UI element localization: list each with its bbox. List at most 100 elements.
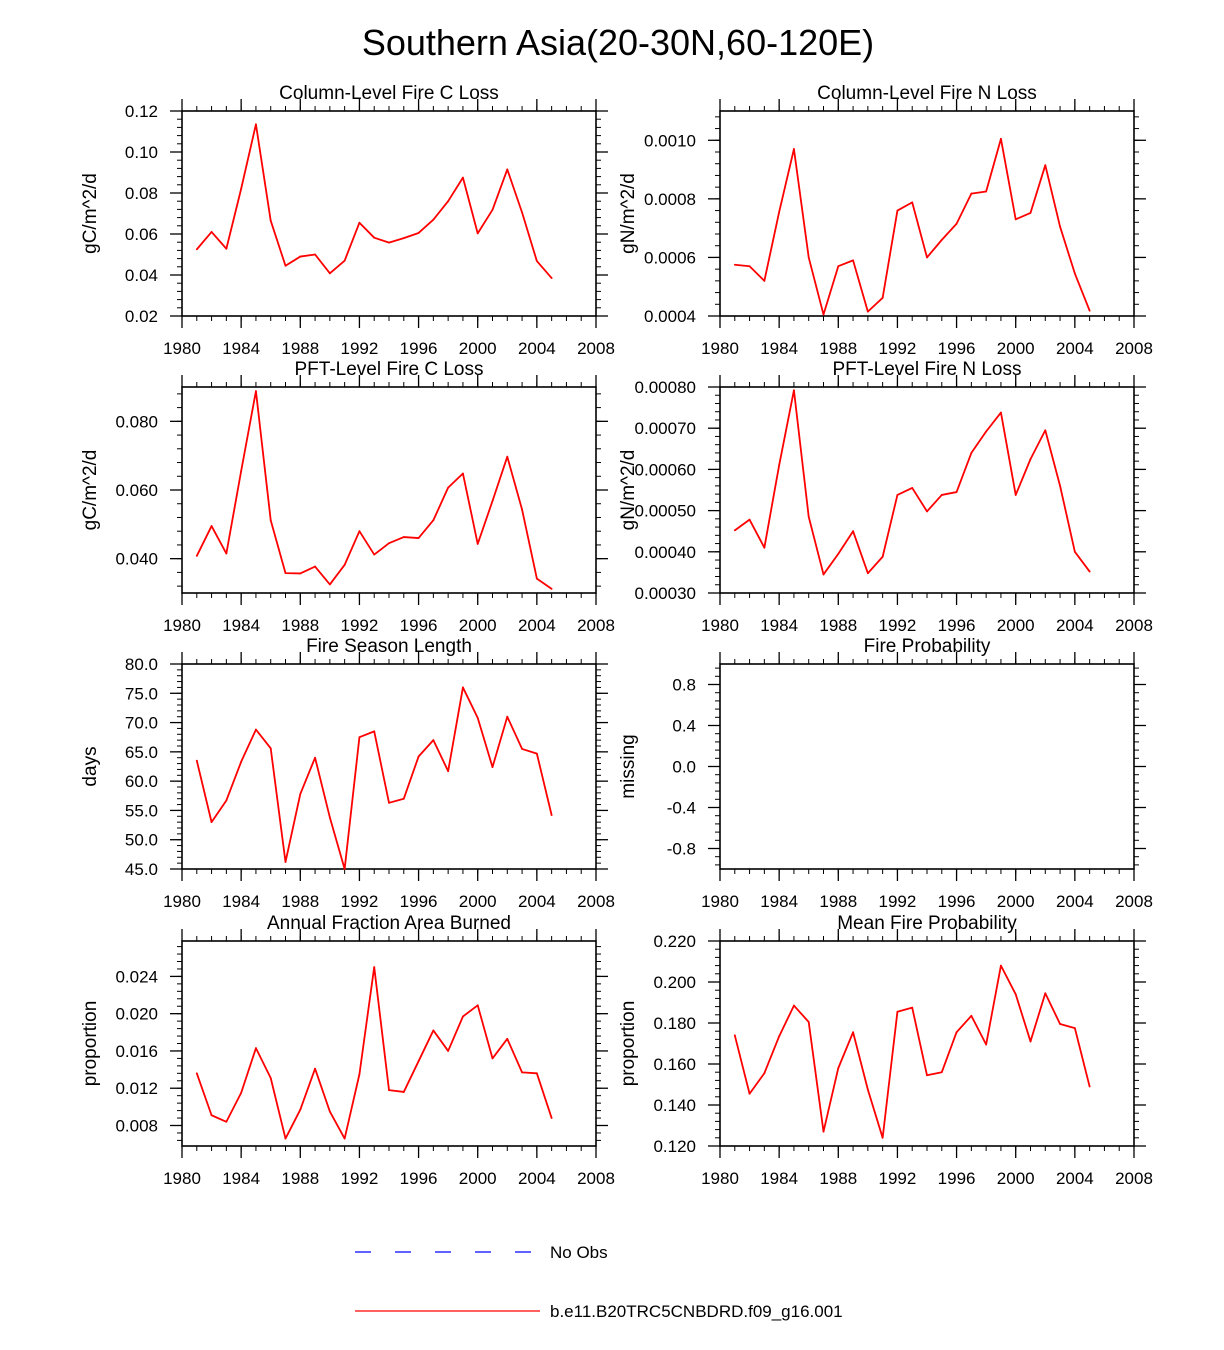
data-point	[284, 572, 287, 574]
y-tick-label: 0.8	[672, 676, 696, 695]
y-tick-label: 50.0	[125, 831, 158, 850]
data-point	[1000, 411, 1002, 414]
data-point	[432, 1029, 435, 1032]
data-point	[521, 508, 523, 511]
data-point	[402, 237, 405, 240]
x-tick-label: 1980	[701, 1169, 739, 1188]
data-point	[299, 255, 302, 258]
x-tick-label: 2008	[1115, 1169, 1153, 1188]
y-tick-label: 45.0	[125, 860, 158, 879]
series-line	[195, 686, 553, 870]
data-point	[476, 543, 479, 545]
y-tick-label: 0.4	[672, 717, 696, 736]
data-point	[343, 1137, 346, 1140]
y-tick-label: 65.0	[125, 743, 158, 762]
x-tick-label: 2008	[577, 339, 615, 358]
data-point	[521, 748, 523, 750]
y-tick-label: 0.12	[125, 102, 158, 121]
data-point	[432, 218, 435, 221]
plot-frame	[719, 386, 1135, 594]
data-point	[778, 211, 781, 213]
panel-4: PFT-Level Fire N Loss 1980 1984 1988 1992 199…	[618, 359, 1153, 635]
x-tick-label: 2004	[1056, 339, 1094, 358]
data-point	[506, 1037, 509, 1040]
y-tick-label: 0.04	[125, 266, 158, 285]
data-point	[462, 686, 464, 689]
data-point	[358, 736, 361, 739]
series-line	[195, 966, 553, 1140]
y-tick-label: 0.00070	[635, 419, 696, 438]
data-point	[852, 1031, 854, 1034]
data-point	[476, 1004, 479, 1007]
data-point	[240, 760, 243, 763]
data-point	[225, 1120, 228, 1123]
data-point	[240, 1091, 243, 1094]
y-tick-label: 0.180	[653, 1014, 696, 1033]
data-point	[402, 797, 405, 800]
x-tick-label: 2008	[1115, 892, 1153, 911]
data-point	[550, 277, 553, 279]
data-point	[1059, 225, 1061, 228]
data-point	[210, 525, 213, 527]
data-point	[195, 555, 198, 557]
data-point	[343, 259, 346, 262]
data-point	[358, 221, 361, 224]
x-tick-label: 1984	[222, 892, 260, 911]
data-point	[926, 1074, 928, 1077]
data-point	[195, 759, 198, 762]
data-point	[1088, 309, 1091, 312]
y-tick-label: 0.060	[115, 481, 158, 500]
panel-title: Mean Fire Probability	[837, 913, 1017, 934]
data-point	[733, 1034, 736, 1037]
data-point	[911, 1006, 914, 1009]
data-point	[955, 491, 958, 493]
panel-8: Mean Fire Probability 1980 1984 1988 1992 199…	[618, 913, 1153, 1188]
data-point	[284, 861, 287, 863]
y-tick-label: 0.00080	[635, 378, 696, 397]
y-tick-label: 0.020	[115, 1005, 158, 1024]
data-point	[837, 265, 840, 268]
data-point	[822, 573, 825, 576]
data-point	[373, 236, 376, 239]
data-point	[940, 494, 943, 496]
panel-title: Fire Probability	[864, 636, 991, 657]
x-tick-label: 1984	[222, 1169, 260, 1188]
data-point	[491, 500, 494, 502]
data-point	[476, 716, 479, 719]
data-point	[733, 529, 736, 532]
data-point	[269, 1077, 272, 1079]
data-point	[417, 755, 420, 758]
data-point	[807, 256, 810, 259]
data-point	[535, 752, 538, 755]
data-point	[550, 587, 553, 590]
data-point	[314, 1067, 316, 1070]
data-point	[955, 222, 958, 225]
legend-model-label: b.e11.B20TRC5CNBDRD.f09_g16.001	[550, 1302, 843, 1321]
data-point	[462, 1015, 464, 1018]
x-tick-label: 1988	[819, 616, 857, 635]
x-tick-label: 1996	[400, 616, 438, 635]
data-point	[1029, 458, 1032, 460]
y-tick-label: 0.0010	[644, 131, 696, 150]
x-tick-label: 1992	[879, 616, 917, 635]
y-axis-label: gN/m^2/d	[618, 450, 639, 531]
data-point	[896, 1010, 899, 1013]
data-point	[491, 208, 494, 211]
data-point	[955, 1031, 958, 1034]
data-point	[388, 241, 390, 244]
x-tick-label: 1988	[281, 892, 319, 911]
series-line	[734, 137, 1091, 316]
y-tick-label: 0.160	[653, 1055, 696, 1074]
data-point	[314, 565, 316, 568]
y-tick-label: 0.0008	[644, 190, 696, 209]
x-tick-label: 1992	[879, 892, 917, 911]
y-tick-label: 0.00040	[635, 543, 696, 562]
data-point	[402, 1091, 405, 1093]
data-point	[210, 821, 213, 824]
y-axis-label: missing	[618, 734, 639, 798]
x-tick-label: 1988	[281, 616, 319, 635]
x-tick-label: 1980	[701, 616, 739, 635]
data-point	[1029, 212, 1032, 214]
data-point	[462, 472, 464, 475]
